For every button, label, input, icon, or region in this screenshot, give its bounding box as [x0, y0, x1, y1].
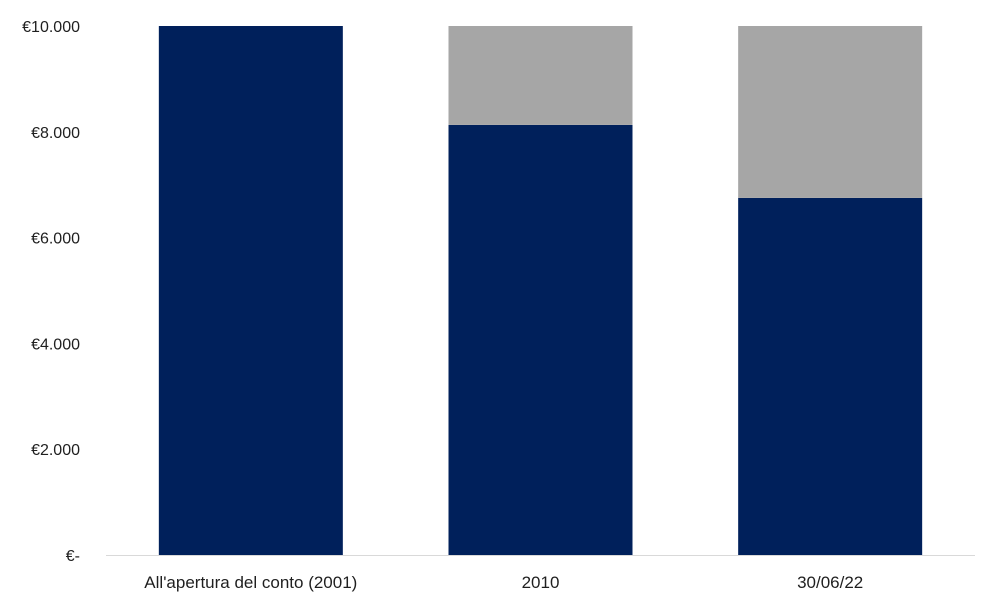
y-tick-label: €2.000	[31, 442, 80, 459]
y-tick-label: €10.000	[22, 19, 80, 36]
bar-series-2-cat-2	[448, 26, 633, 125]
bar-series-1-cat-3	[738, 197, 923, 556]
x-category-label: All'apertura del conto (2001)	[144, 573, 357, 592]
y-tick-label: €4.000	[31, 336, 80, 353]
x-axis: All'apertura del conto (2001) 2010 30/06/2…	[144, 573, 863, 592]
bar-series-1-cat-2	[448, 124, 633, 555]
bar-series-2-cat-3	[738, 26, 923, 198]
y-axis: €- €2.000 €4.000 €6.000 €8.000 €10.000	[22, 19, 80, 565]
bar-series-1-cat-1	[158, 26, 343, 555]
y-tick-label: €6.000	[31, 231, 80, 248]
y-tick-label: €8.000	[31, 125, 80, 142]
x-category-label: 2010	[522, 573, 560, 592]
bars	[158, 26, 923, 556]
x-category-label: 30/06/22	[797, 573, 863, 592]
y-tick-label: €-	[66, 548, 80, 565]
